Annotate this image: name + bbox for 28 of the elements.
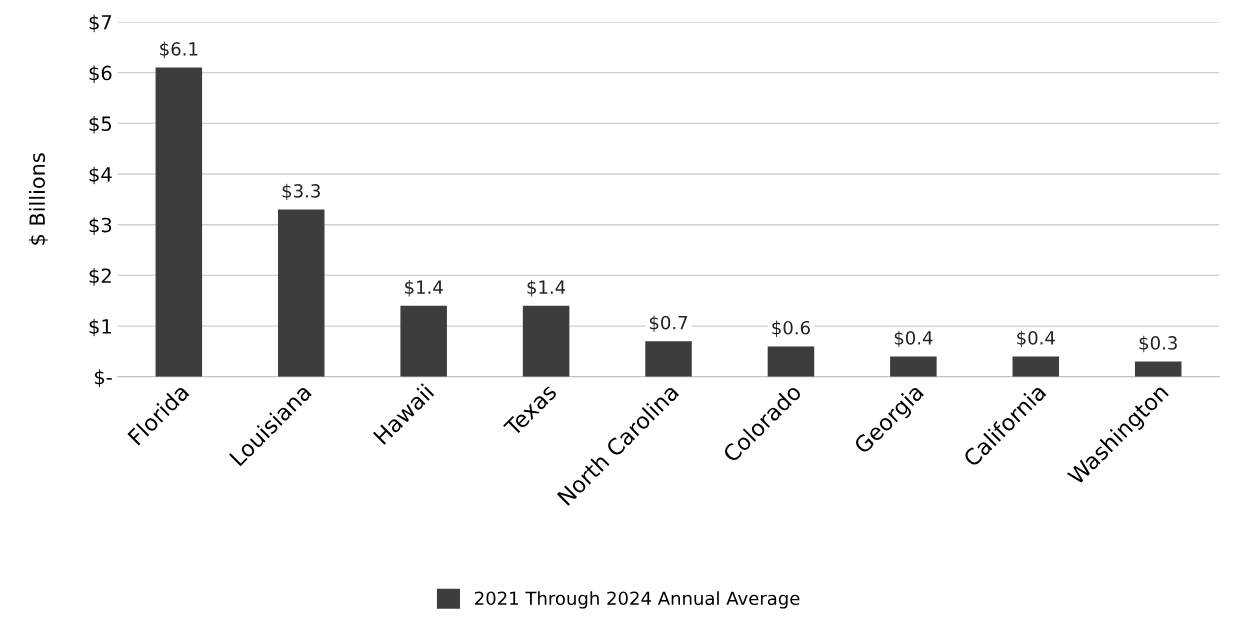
y-tick-label: $1: [89, 318, 111, 337]
y-tick-label: $5: [89, 115, 112, 134]
y-tick-label: $6: [89, 65, 112, 83]
y-tick-label: $2: [89, 268, 111, 286]
bar: [645, 341, 692, 377]
y-tick-label: $4: [89, 166, 112, 185]
bar: [277, 209, 325, 377]
data-label: $0.3: [1139, 335, 1177, 353]
data-label: $3.3: [282, 183, 320, 201]
data-label: $1.4: [527, 280, 566, 297]
data-label: $0.6: [772, 320, 810, 337]
data-label: $0.4: [1017, 330, 1055, 348]
data-label: $1.4: [405, 280, 443, 297]
bar: [767, 346, 815, 377]
bar: [155, 67, 203, 377]
y-tick-label: $7: [89, 14, 112, 33]
y-axis-title: $ Billions: [28, 153, 48, 245]
bar: [1012, 356, 1060, 377]
bar: [1134, 361, 1182, 377]
data-label: $6.1: [160, 41, 198, 59]
y-tick-label: $3: [89, 217, 112, 235]
bar: [890, 356, 937, 377]
legend-label: 2021 Through 2024 Annual Average: [475, 591, 800, 609]
data-label: $0.4: [894, 330, 933, 348]
y-tick-label: $-: [94, 369, 112, 388]
data-label: $0.7: [649, 315, 688, 332]
bar: [400, 305, 447, 377]
bar: [522, 305, 570, 377]
